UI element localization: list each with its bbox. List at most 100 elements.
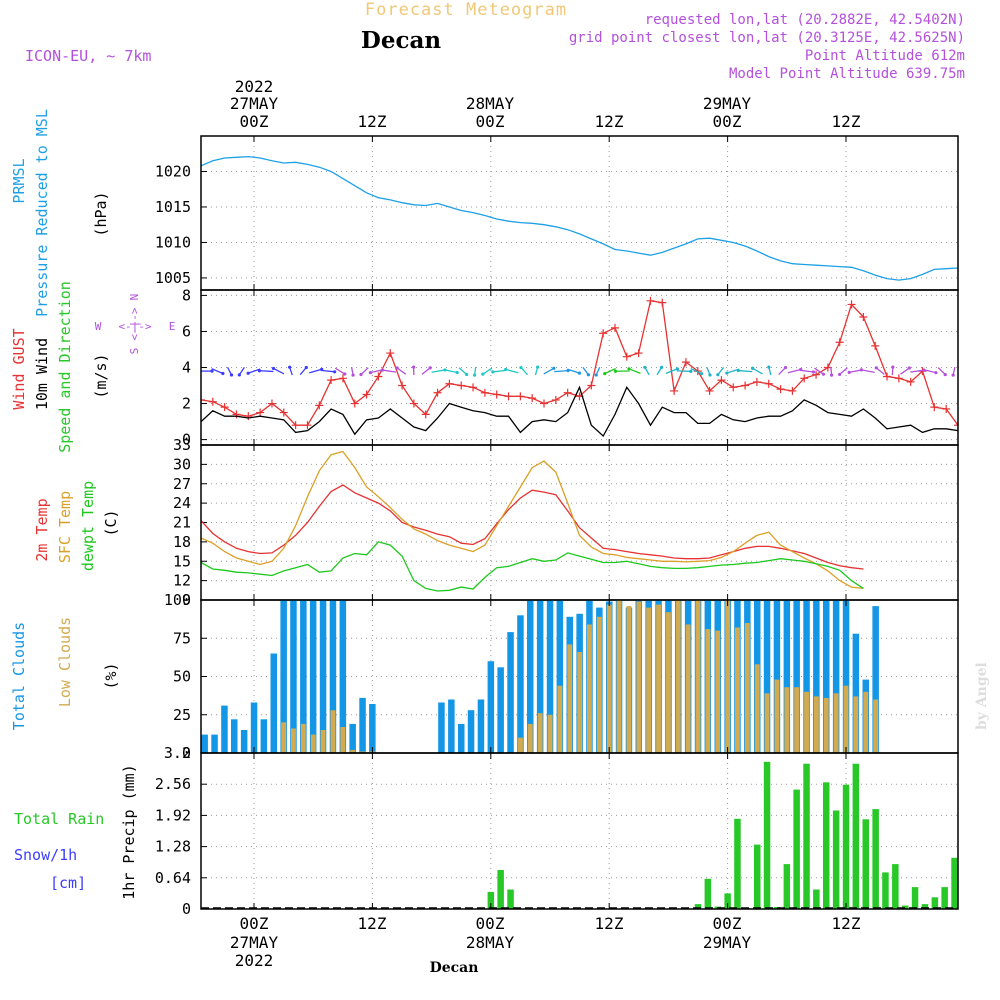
gust-marker — [433, 388, 442, 397]
bar — [319, 600, 327, 753]
gust-marker — [646, 296, 655, 305]
y-tick-label: 4 — [182, 359, 191, 377]
bar — [596, 616, 602, 753]
series-line — [201, 541, 864, 592]
wind-arrow — [937, 367, 946, 376]
panel-frame — [200, 289, 959, 446]
gust-marker — [421, 410, 430, 419]
bar — [666, 612, 671, 753]
gust-marker — [303, 421, 312, 430]
compass-west: W — [95, 320, 102, 333]
gust-marker — [752, 377, 761, 386]
gust-marker — [622, 352, 631, 361]
wind-arrow — [738, 369, 753, 373]
gust-marker — [256, 408, 265, 417]
y-tick-label: 100 — [164, 591, 191, 609]
gust-marker — [788, 386, 797, 395]
bar — [813, 889, 820, 909]
label-10m-wind: 10m Wind — [33, 338, 51, 410]
gust-marker — [279, 408, 288, 417]
model-altitude: Model Point Altitude 639.75m — [729, 66, 965, 82]
wind-arrow-head — [874, 366, 878, 370]
bottom-tick-4: 12Z — [595, 914, 624, 933]
plot-panels: 1005101010151020024689121518212427303302… — [153, 135, 998, 918]
bar — [873, 699, 879, 753]
bar — [872, 809, 879, 909]
gust-marker — [480, 388, 489, 397]
bar — [843, 685, 849, 753]
gust-marker — [883, 372, 892, 381]
wind-arrow-head — [465, 372, 469, 377]
y-tick-label: 1005 — [155, 269, 191, 287]
wind-arrow-head — [455, 370, 459, 375]
wind-arrow-head — [725, 371, 729, 375]
bar — [231, 719, 238, 753]
gust-marker — [847, 300, 856, 309]
bar — [695, 600, 701, 753]
wind-arrow-head — [395, 366, 399, 370]
gust-marker — [717, 376, 726, 385]
bar — [852, 763, 860, 909]
bar — [547, 714, 553, 753]
wind-arrow-head — [811, 370, 816, 374]
bar — [724, 893, 731, 909]
bottom-tick-5: 00Z — [713, 914, 742, 933]
wind-arrow-head — [343, 372, 347, 376]
gust-marker — [338, 374, 347, 383]
gust-marker — [374, 372, 383, 381]
top-tick-6: 12Z — [832, 112, 861, 131]
wind-arrow-head — [613, 369, 618, 373]
wind-arrow — [875, 367, 885, 375]
bottom-date-27may: 27MAY — [230, 933, 279, 952]
bottom-date-29may: 29MAY — [703, 933, 752, 952]
wind-arrow-head — [351, 373, 355, 377]
bar — [487, 661, 495, 753]
bar — [882, 872, 889, 909]
bar — [153, 719, 158, 753]
label-percent: (%) — [102, 662, 120, 689]
y-tick-label: 2.56 — [155, 775, 191, 793]
wind-arrow-head — [934, 371, 938, 375]
bar — [744, 623, 750, 753]
y-tick-label: 30 — [173, 455, 191, 473]
bar — [921, 904, 929, 909]
bar — [359, 697, 366, 753]
bar — [487, 891, 495, 909]
bar — [350, 749, 356, 753]
wind-arrow-head — [891, 365, 895, 369]
wind-arrow — [211, 368, 224, 375]
bottom-year: 2022 — [235, 951, 274, 970]
wind-arrow-head — [552, 366, 556, 370]
plot-area — [201, 450, 864, 592]
bar — [991, 876, 998, 909]
wind-arrow — [787, 368, 801, 374]
model-label: ICON-EU, ~ 7km — [25, 47, 151, 65]
bar — [754, 844, 761, 909]
y-tick-label: 6 — [182, 322, 191, 340]
bar — [773, 907, 781, 909]
bar — [349, 723, 356, 753]
wind-arrow — [628, 368, 641, 375]
wind-arrow — [910, 369, 925, 373]
compass-ns-arrows: <-|-> — [128, 307, 141, 340]
y-tick-label: 1015 — [155, 198, 191, 216]
top-date-29may: 29MAY — [703, 94, 752, 113]
compass-south: S — [128, 348, 141, 355]
bar — [240, 730, 248, 753]
top-tick-1: 00Z — [240, 112, 269, 131]
gust-marker — [362, 390, 371, 399]
gust-marker — [894, 374, 903, 383]
bar — [832, 810, 840, 909]
bar — [537, 713, 543, 753]
location-title: Decan — [361, 27, 441, 54]
bar — [201, 734, 208, 753]
gust-marker — [954, 421, 958, 430]
bar — [458, 723, 465, 753]
wind-arrow — [259, 370, 274, 373]
bar — [636, 601, 642, 753]
wind-arrow-head — [288, 365, 292, 369]
label-precip-mm: 1hr Precip (mm) — [120, 764, 138, 899]
bar — [734, 818, 741, 909]
series-line — [201, 300, 958, 426]
wind-arrow — [690, 367, 702, 375]
